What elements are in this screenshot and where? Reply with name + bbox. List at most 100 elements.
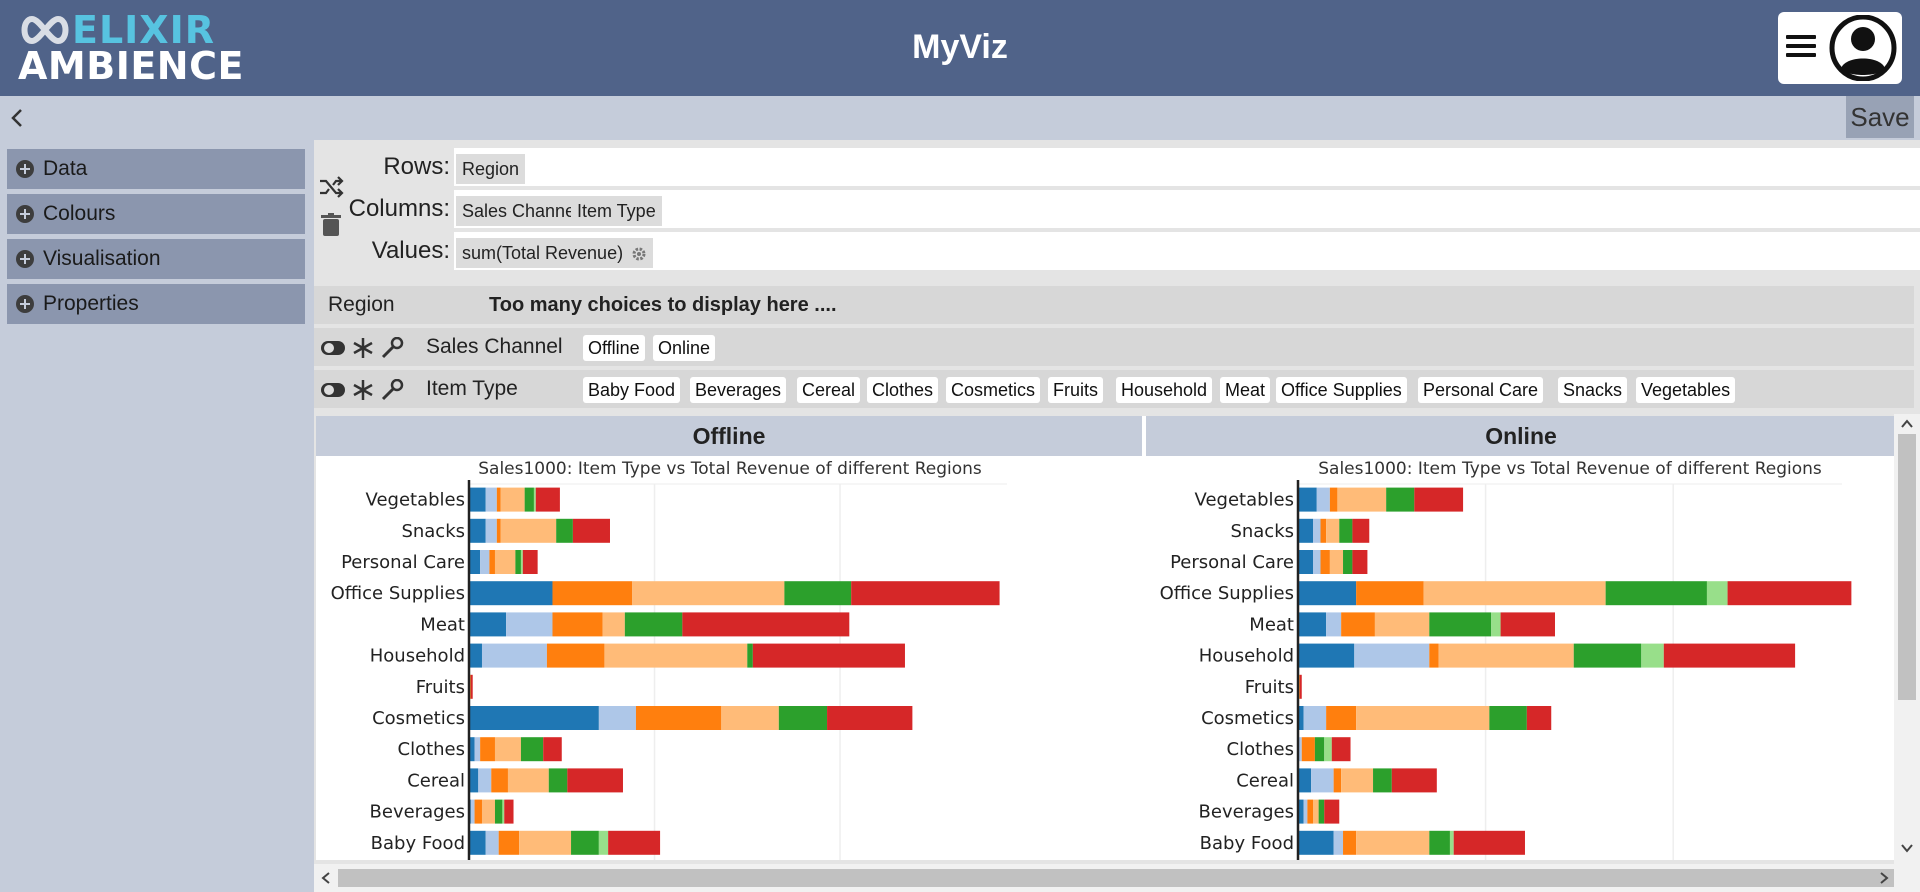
online-bar-segment[interactable] [1329, 487, 1338, 512]
offline-bar-segment[interactable] [567, 768, 623, 793]
offline-bar-segment[interactable] [543, 737, 562, 762]
rows-pill-region[interactable]: Region [456, 154, 526, 184]
online-bar-segment[interactable] [1663, 643, 1796, 668]
hamburger-menu-icon[interactable] [1786, 30, 1816, 66]
offline-bar-segment[interactable] [496, 487, 501, 512]
online-bar-segment[interactable] [1414, 487, 1464, 512]
offline-bar-segment[interactable] [469, 487, 486, 512]
online-bar-segment[interactable] [1453, 830, 1525, 855]
online-bar-segment[interactable] [1374, 612, 1430, 637]
online-bar-segment[interactable] [1343, 830, 1357, 855]
offline-bar-segment[interactable] [784, 581, 852, 606]
offline-bar-segment[interactable] [635, 706, 722, 730]
sidebar-item-visualisation[interactable]: Visualisation [7, 239, 305, 279]
user-avatar-icon[interactable] [1826, 15, 1900, 81]
offline-bar-segment[interactable] [604, 643, 748, 668]
offline-bar-segment[interactable] [474, 799, 482, 824]
online-bar-segment[interactable] [1307, 799, 1314, 824]
chip-baby-food[interactable]: Baby Food [583, 377, 681, 403]
online-bar-segment[interactable] [1320, 550, 1330, 574]
offline-bar-segment[interactable] [469, 643, 482, 668]
online-bar-segment[interactable] [1326, 518, 1340, 543]
chip-snacks[interactable]: Snacks [1558, 377, 1628, 403]
offline-bar-segment[interactable] [500, 487, 525, 512]
offline-bar-segment[interactable] [469, 518, 486, 543]
online-bar-segment[interactable] [1429, 612, 1492, 637]
sidebar-item-data[interactable]: Data [7, 149, 305, 189]
offline-bar-segment[interactable] [485, 487, 497, 512]
offline-bar-segment[interactable] [747, 643, 753, 668]
offline-bar-segment[interactable] [571, 830, 599, 855]
online-bar-segment[interactable] [1333, 768, 1342, 793]
chip-cereal[interactable]: Cereal [797, 377, 861, 403]
chip-clothes[interactable]: Clothes [867, 377, 939, 403]
offline-bar-segment[interactable] [470, 674, 473, 699]
online-bar-segment[interactable] [1727, 581, 1852, 606]
offline-bar-segment[interactable] [851, 581, 1000, 606]
online-bar-segment[interactable] [1605, 581, 1707, 606]
offline-bar-segment[interactable] [608, 830, 661, 855]
online-bar-segment[interactable] [1438, 643, 1574, 668]
offline-bar-segment[interactable] [481, 643, 547, 668]
online-bar-segment[interactable] [1313, 518, 1321, 543]
vertical-scroll-thumb[interactable] [1898, 434, 1916, 700]
horizontal-scrollbar[interactable] [314, 864, 1920, 892]
online-bar-segment[interactable] [1298, 518, 1314, 543]
columns-pill-item-type[interactable]: Item Type [571, 196, 662, 226]
online-bar-segment[interactable] [1356, 830, 1430, 855]
online-bar-segment[interactable] [1298, 487, 1317, 512]
offline-bar-segment[interactable] [496, 518, 501, 543]
offline-bar-segment[interactable] [469, 612, 507, 637]
online-bar-segment[interactable] [1573, 643, 1642, 668]
online-bar-segment[interactable] [1373, 768, 1392, 793]
offline-bar-segment[interactable] [552, 612, 603, 637]
chip-beverages[interactable]: Beverages [690, 377, 787, 403]
chip-personal-care[interactable]: Personal Care [1418, 377, 1544, 403]
online-bar-segment[interactable] [1526, 706, 1552, 730]
online-bar-segment[interactable] [1386, 487, 1415, 512]
online-bar-segment[interactable] [1303, 706, 1327, 730]
online-bar-segment[interactable] [1313, 550, 1321, 574]
chip-fruits[interactable]: Fruits [1048, 377, 1103, 403]
scroll-left-icon[interactable] [320, 871, 332, 885]
online-bar-segment[interactable] [1449, 830, 1454, 855]
offline-bar-segment[interactable] [469, 706, 599, 730]
online-bar-segment[interactable] [1316, 487, 1330, 512]
offline-bar-segment[interactable] [602, 612, 625, 637]
collapse-sidebar-chevron-icon[interactable] [6, 106, 30, 130]
offline-bar-segment[interactable] [469, 581, 553, 606]
offline-bar-segment[interactable] [524, 487, 534, 512]
online-bar-segment[interactable] [1356, 706, 1490, 730]
online-bar-segment[interactable] [1301, 737, 1315, 762]
offline-bar-segment[interactable] [682, 612, 850, 637]
offline-bar-segment[interactable] [556, 518, 573, 543]
offline-bar-segment[interactable] [469, 830, 486, 855]
online-bar-segment[interactable] [1298, 612, 1327, 637]
offline-bar-segment[interactable] [469, 550, 481, 574]
online-bar-segment[interactable] [1299, 674, 1302, 699]
online-bar-segment[interactable] [1706, 581, 1728, 606]
online-bar-segment[interactable] [1311, 768, 1334, 793]
online-bar-segment[interactable] [1429, 830, 1450, 855]
elixir-ambience-logo[interactable]: ELIXIR AMBIENCE [18, 8, 243, 86]
online-bar-segment[interactable] [1391, 768, 1437, 793]
offline-bar-segment[interactable] [506, 612, 553, 637]
offline-bar-segment[interactable] [598, 830, 609, 855]
online-bar-segment[interactable] [1341, 612, 1375, 637]
online-bar-segment[interactable] [1298, 550, 1314, 574]
offline-bar-segment[interactable] [498, 830, 520, 855]
chip-meat[interactable]: Meat [1220, 377, 1271, 403]
offline-bar-segment[interactable] [752, 643, 905, 668]
offline-bar-segment[interactable] [552, 581, 633, 606]
wrench-icon[interactable] [380, 337, 404, 359]
online-bar-segment[interactable] [1326, 612, 1342, 637]
sidebar-item-properties[interactable]: Properties [7, 284, 305, 324]
toggle-icon[interactable] [321, 337, 345, 359]
online-bar-segment[interactable] [1318, 799, 1325, 824]
offline-bar-segment[interactable] [474, 737, 481, 762]
online-bar-segment[interactable] [1491, 612, 1501, 637]
values-shelf[interactable]: sum(Total Revenue) [454, 232, 1920, 270]
online-bar-segment[interactable] [1326, 706, 1357, 730]
online-bar-segment[interactable] [1298, 706, 1304, 730]
offline-bar-segment[interactable] [519, 830, 572, 855]
